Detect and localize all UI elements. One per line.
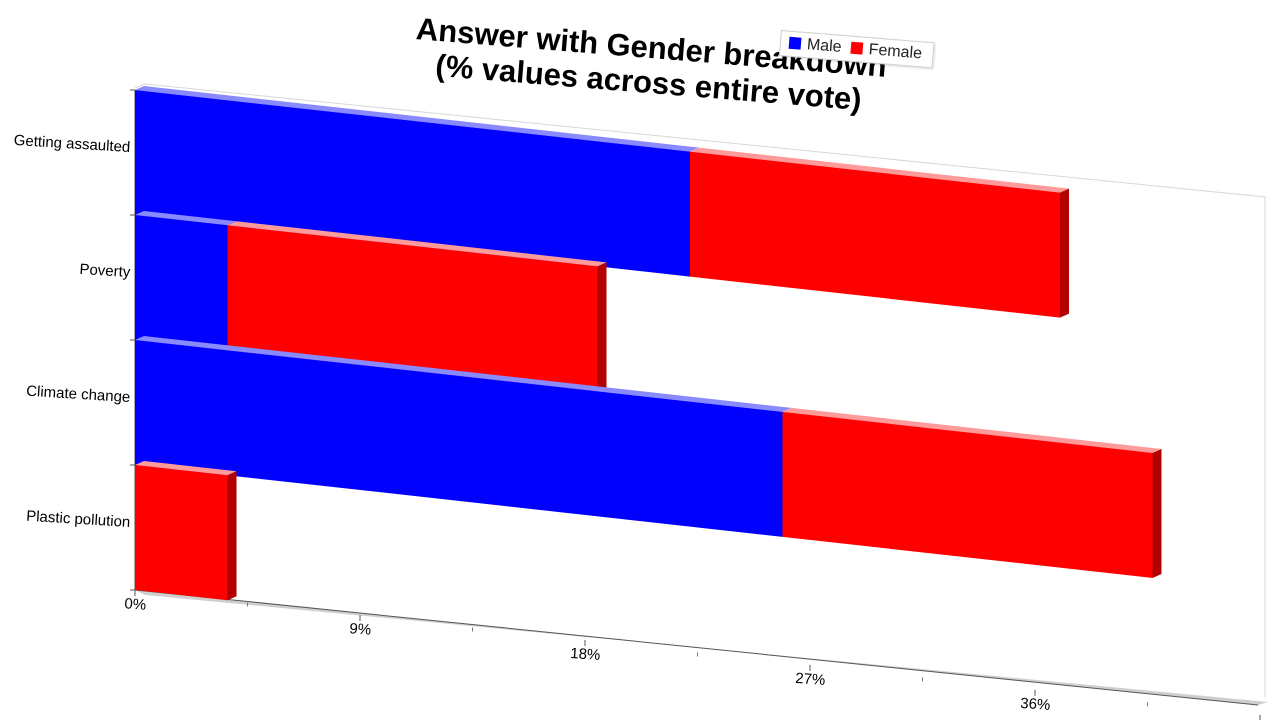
bar-side-poverty — [597, 262, 607, 392]
x-tick-label-0: 0% — [124, 595, 147, 613]
category-label-plastic-pollution: Plastic pollution — [26, 508, 131, 531]
bar-getting-assaulted-female — [690, 151, 1060, 318]
bar-top-poverty-female — [227, 221, 607, 267]
bar-climate-change-female — [782, 411, 1153, 578]
bar-side-climate-change — [1152, 448, 1162, 578]
x-axis-floor — [135, 590, 1268, 705]
plot-wall-edge — [134, 83, 1266, 698]
x-tick-label-9: 9% — [349, 620, 372, 638]
category-label-getting-assaulted: Getting assaulted — [13, 132, 131, 156]
bar-poverty-male — [135, 215, 228, 351]
x-tick-label-18: 18% — [570, 645, 601, 664]
bar-top-climate-change-male — [135, 336, 792, 412]
category-label-poverty: Poverty — [79, 261, 131, 281]
x-tick-label-27: 27% — [795, 670, 826, 689]
bar-top-plastic-pollution-female — [135, 461, 237, 476]
bar-plastic-pollution-female — [135, 465, 228, 601]
x-tick-label-36: 36% — [1020, 695, 1051, 714]
bar-climate-change-male — [135, 340, 783, 537]
bar-side-plastic-pollution — [227, 471, 237, 601]
bar-top-getting-assaulted-male — [135, 86, 699, 152]
bar-top-poverty-male — [135, 211, 237, 226]
category-label-climate-change: Climate change — [26, 383, 131, 406]
bar-poverty-female — [227, 225, 598, 392]
bar-side-getting-assaulted — [1060, 188, 1069, 318]
bar-top-climate-change-female — [782, 407, 1162, 453]
bar-top-getting-assaulted-female — [690, 147, 1069, 193]
x-axis-line — [134, 589, 1259, 706]
